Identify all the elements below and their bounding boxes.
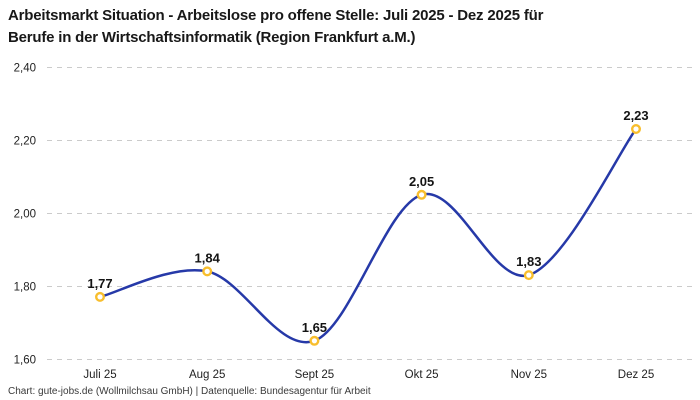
x-tick-label: Juli 25 (83, 369, 116, 381)
y-tick-label: 2,40 (14, 63, 36, 75)
y-tick-label: 2,00 (14, 209, 36, 221)
y-tick-label: 2,20 (14, 136, 36, 148)
y-tick-label: 1,60 (14, 355, 36, 367)
data-point-marker[interactable] (523, 270, 534, 281)
data-point-marker[interactable] (416, 189, 427, 200)
data-point-label: 2,23 (623, 108, 648, 123)
chart-title: Arbeitsmarkt Situation - Arbeitslose pro… (8, 5, 543, 49)
chart-title-line2: Berufe in der Wirtschaftsinformatik (Reg… (8, 29, 416, 46)
y-tick-label: 1,80 (14, 282, 36, 294)
x-tick-label: Nov 25 (511, 369, 547, 381)
data-point-marker[interactable] (94, 291, 105, 302)
data-point-label: 1,84 (195, 250, 221, 265)
x-tick-label: Okt 25 (405, 369, 439, 381)
chart-title-line1: Arbeitsmarkt Situation - Arbeitslose pro… (8, 7, 544, 24)
trend-line (98, 127, 638, 344)
x-tick-label: Sept 25 (295, 369, 335, 381)
x-tick-label: Aug 25 (189, 369, 225, 381)
data-point-label: 2,05 (409, 174, 434, 189)
data-point-label: 1,65 (302, 320, 327, 335)
data-point-label: 1,77 (87, 276, 112, 291)
chart-attribution: Chart: gute-jobs.de (Wollmilchsau GmbH) … (8, 386, 371, 397)
data-point-marker[interactable] (631, 123, 642, 134)
data-point-label: 1,83 (516, 254, 541, 269)
data-point-marker[interactable] (202, 266, 213, 277)
x-tick-label: Dez 25 (618, 369, 654, 381)
data-point-marker[interactable] (309, 335, 320, 346)
